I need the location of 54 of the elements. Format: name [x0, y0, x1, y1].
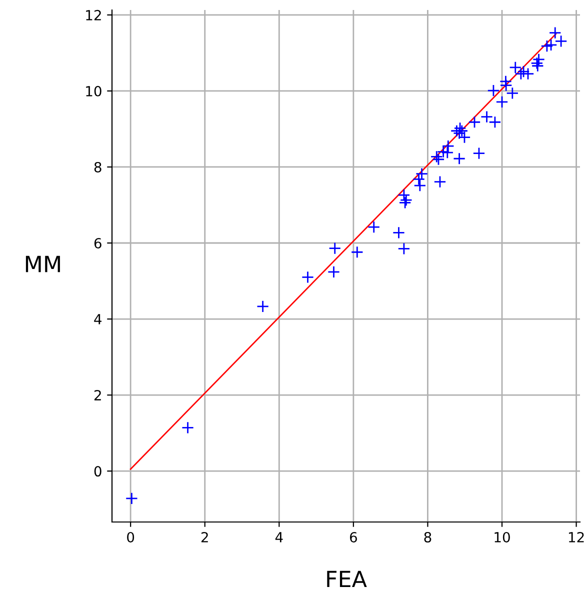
- y-tick-label: 12: [86, 10, 101, 20]
- point: [472, 147, 486, 160]
- x-axis-title: FEA: [327, 570, 367, 588]
- point: [398, 188, 410, 202]
- point: [500, 79, 512, 92]
- point: [328, 242, 342, 255]
- x-tick-label: 4: [275, 532, 283, 542]
- point: [182, 421, 194, 434]
- y-axis-title: MM: [26, 256, 60, 272]
- point: [301, 270, 314, 284]
- point: [554, 34, 568, 48]
- point: [125, 492, 138, 505]
- point: [548, 26, 562, 40]
- point: [540, 40, 554, 52]
- x-tick-label: 2: [201, 532, 208, 542]
- point: [496, 96, 508, 108]
- x-tick-label: 6: [350, 532, 357, 542]
- y-tick-label: 8: [94, 162, 102, 172]
- point: [458, 131, 471, 144]
- y-tick-label: 6: [94, 238, 102, 248]
- point: [532, 53, 546, 66]
- point: [350, 246, 364, 258]
- x-tick-label: 0: [127, 532, 134, 542]
- point: [522, 68, 534, 80]
- point: [531, 60, 544, 72]
- point: [414, 179, 426, 192]
- y-tick-label: 10: [86, 86, 102, 96]
- point: [468, 116, 481, 128]
- point: [530, 56, 544, 70]
- point: [480, 110, 494, 124]
- point: [398, 196, 412, 209]
- point: [256, 300, 270, 313]
- point: [499, 75, 512, 88]
- point: [368, 220, 380, 234]
- point: [517, 65, 530, 78]
- x-tick-label: 10: [494, 532, 510, 542]
- point: [544, 38, 558, 52]
- point: [509, 61, 522, 74]
- x-tick-label: 12: [568, 532, 584, 542]
- y-tick-label: 2: [94, 390, 101, 400]
- x-tick-label: 8: [424, 532, 432, 542]
- y-tick-label: 0: [94, 466, 102, 477]
- point: [488, 116, 502, 128]
- y-tick-label: 4: [94, 314, 102, 324]
- point: [327, 266, 340, 278]
- point: [392, 226, 405, 239]
- point: [441, 146, 454, 159]
- point: [434, 176, 446, 188]
- point: [454, 122, 466, 134]
- point: [487, 84, 500, 97]
- point: [506, 86, 519, 100]
- point: [398, 242, 410, 255]
- point: [453, 152, 466, 165]
- point: [456, 124, 468, 138]
